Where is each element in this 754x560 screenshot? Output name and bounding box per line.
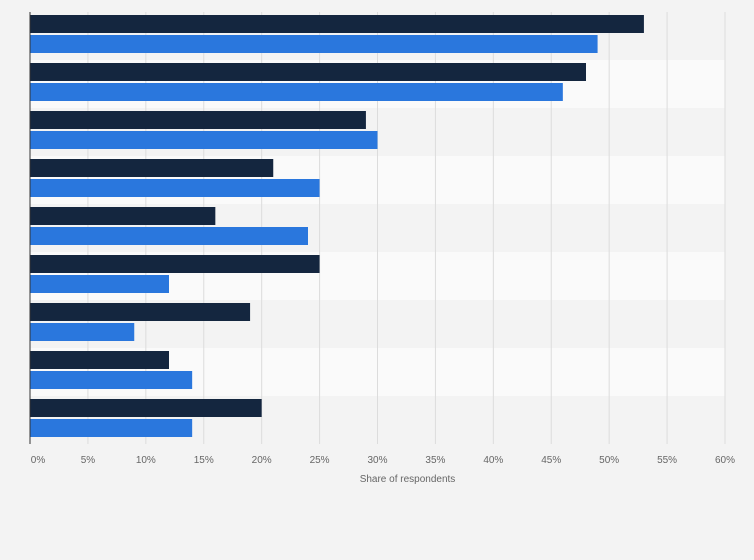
x-tick-label: 10% — [136, 455, 156, 466]
bar-series-1 — [30, 351, 169, 369]
x-tick-label: 55% — [657, 455, 677, 466]
x-tick-label: 5% — [81, 455, 96, 466]
bar-series-2 — [30, 323, 135, 341]
bar-series-2 — [30, 275, 169, 293]
bar-series-1 — [30, 303, 251, 321]
bar-series-1 — [30, 255, 320, 273]
bar-series-1 — [30, 159, 274, 177]
bar-series-2 — [30, 371, 193, 389]
x-axis-title: Share of respondents — [360, 474, 456, 485]
bar-series-2 — [30, 35, 598, 53]
bars — [30, 15, 644, 437]
x-tick-label: 45% — [541, 455, 561, 466]
bar-series-1 — [30, 207, 216, 225]
x-tick-label: 15% — [194, 455, 214, 466]
bar-series-2 — [30, 227, 308, 245]
x-tick-label: 35% — [425, 455, 445, 466]
bar-series-2 — [30, 419, 193, 437]
x-tick-label: 60% — [715, 455, 735, 466]
x-tick-label: 40% — [483, 455, 503, 466]
x-tick-label: 50% — [599, 455, 619, 466]
x-tick-labels: 0% 5% 10% 15% 20% 25% 30% 35% 40% 45% 50% 55% 60% — [31, 455, 735, 466]
x-tick-label: 30% — [367, 455, 387, 466]
bar-series-2 — [30, 179, 320, 197]
bar-series-1 — [30, 399, 262, 417]
bar-series-2 — [30, 83, 563, 101]
x-tick-label: 20% — [252, 455, 272, 466]
x-tick-label: 0% — [31, 455, 46, 466]
bar-series-1 — [30, 63, 586, 81]
bar-series-1 — [30, 15, 644, 33]
x-tick-label: 25% — [310, 455, 330, 466]
bar-series-1 — [30, 111, 366, 129]
bar-series-2 — [30, 131, 378, 149]
